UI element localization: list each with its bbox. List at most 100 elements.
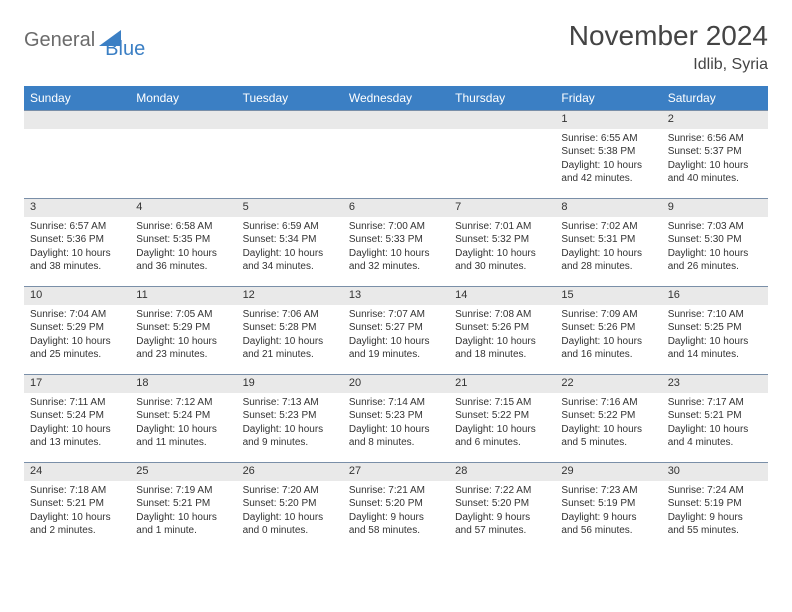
daylight-text: Daylight: 10 hours and 36 minutes. (136, 247, 230, 274)
day-number-cell: 21 (449, 375, 555, 393)
day-number-cell: 25 (130, 463, 236, 481)
daynum-row: 17181920212223 (24, 375, 768, 393)
daylight-text: Daylight: 10 hours and 38 minutes. (30, 247, 124, 274)
day-number-cell: 1 (555, 111, 661, 129)
day-content-cell: Sunrise: 6:58 AMSunset: 5:35 PMDaylight:… (130, 217, 236, 287)
daynum-row: 10111213141516 (24, 287, 768, 305)
day-content-cell: Sunrise: 7:08 AMSunset: 5:26 PMDaylight:… (449, 305, 555, 375)
day-content-cell: Sunrise: 7:10 AMSunset: 5:25 PMDaylight:… (662, 305, 768, 375)
daynum-row: 3456789 (24, 199, 768, 217)
sunrise-text: Sunrise: 7:08 AM (455, 308, 549, 322)
day-number-cell: 14 (449, 287, 555, 305)
sunset-text: Sunset: 5:19 PM (561, 497, 655, 511)
day-number-cell: 26 (237, 463, 343, 481)
day-content-cell: Sunrise: 7:17 AMSunset: 5:21 PMDaylight:… (662, 393, 768, 463)
sunrise-text: Sunrise: 7:03 AM (668, 220, 762, 234)
day-number-cell (237, 111, 343, 129)
content-row: Sunrise: 6:55 AMSunset: 5:38 PMDaylight:… (24, 129, 768, 199)
day-number-cell: 16 (662, 287, 768, 305)
sunset-text: Sunset: 5:38 PM (561, 145, 655, 159)
day-number-cell: 20 (343, 375, 449, 393)
day-content-cell: Sunrise: 7:04 AMSunset: 5:29 PMDaylight:… (24, 305, 130, 375)
sunset-text: Sunset: 5:36 PM (30, 233, 124, 247)
logo-text-general: General (24, 29, 95, 52)
daylight-text: Daylight: 10 hours and 25 minutes. (30, 335, 124, 362)
sunrise-text: Sunrise: 6:56 AM (668, 132, 762, 146)
sunrise-text: Sunrise: 7:20 AM (243, 484, 337, 498)
sunset-text: Sunset: 5:20 PM (455, 497, 549, 511)
day-header: Thursday (449, 86, 555, 111)
day-content-cell (237, 129, 343, 199)
sunrise-text: Sunrise: 7:22 AM (455, 484, 549, 498)
sunset-text: Sunset: 5:35 PM (136, 233, 230, 247)
day-number-cell: 3 (24, 199, 130, 217)
sunset-text: Sunset: 5:20 PM (349, 497, 443, 511)
location: Idlib, Syria (569, 56, 768, 74)
day-number-cell: 17 (24, 375, 130, 393)
day-content-cell: Sunrise: 7:24 AMSunset: 5:19 PMDaylight:… (662, 481, 768, 551)
sunset-text: Sunset: 5:23 PM (243, 409, 337, 423)
day-number-cell: 11 (130, 287, 236, 305)
calendar-body: 12Sunrise: 6:55 AMSunset: 5:38 PMDayligh… (24, 111, 768, 551)
sunrise-text: Sunrise: 7:12 AM (136, 396, 230, 410)
sunset-text: Sunset: 5:19 PM (668, 497, 762, 511)
daylight-text: Daylight: 10 hours and 40 minutes. (668, 159, 762, 186)
daylight-text: Daylight: 10 hours and 32 minutes. (349, 247, 443, 274)
day-header: Friday (555, 86, 661, 111)
sunset-text: Sunset: 5:25 PM (668, 321, 762, 335)
sunrise-text: Sunrise: 7:06 AM (243, 308, 337, 322)
month-title: November 2024 (569, 20, 768, 52)
daylight-text: Daylight: 10 hours and 34 minutes. (243, 247, 337, 274)
daylight-text: Daylight: 10 hours and 14 minutes. (668, 335, 762, 362)
daylight-text: Daylight: 10 hours and 4 minutes. (668, 423, 762, 450)
day-number-cell: 19 (237, 375, 343, 393)
daylight-text: Daylight: 10 hours and 13 minutes. (30, 423, 124, 450)
day-number-cell: 7 (449, 199, 555, 217)
day-number-cell: 5 (237, 199, 343, 217)
sunset-text: Sunset: 5:32 PM (455, 233, 549, 247)
day-number-cell: 30 (662, 463, 768, 481)
sunset-text: Sunset: 5:26 PM (455, 321, 549, 335)
content-row: Sunrise: 7:04 AMSunset: 5:29 PMDaylight:… (24, 305, 768, 375)
day-content-cell: Sunrise: 7:05 AMSunset: 5:29 PMDaylight:… (130, 305, 236, 375)
daynum-row: 24252627282930 (24, 463, 768, 481)
day-content-cell: Sunrise: 7:09 AMSunset: 5:26 PMDaylight:… (555, 305, 661, 375)
day-content-cell (130, 129, 236, 199)
sunset-text: Sunset: 5:37 PM (668, 145, 762, 159)
sunset-text: Sunset: 5:34 PM (243, 233, 337, 247)
day-number-cell: 4 (130, 199, 236, 217)
sunset-text: Sunset: 5:22 PM (455, 409, 549, 423)
day-number-cell (24, 111, 130, 129)
day-content-cell: Sunrise: 7:03 AMSunset: 5:30 PMDaylight:… (662, 217, 768, 287)
sunset-text: Sunset: 5:33 PM (349, 233, 443, 247)
day-number-cell (343, 111, 449, 129)
sunset-text: Sunset: 5:29 PM (30, 321, 124, 335)
day-content-cell: Sunrise: 7:19 AMSunset: 5:21 PMDaylight:… (130, 481, 236, 551)
daylight-text: Daylight: 10 hours and 18 minutes. (455, 335, 549, 362)
day-number-cell: 2 (662, 111, 768, 129)
sunset-text: Sunset: 5:24 PM (30, 409, 124, 423)
day-content-cell: Sunrise: 7:01 AMSunset: 5:32 PMDaylight:… (449, 217, 555, 287)
calendar-table: SundayMondayTuesdayWednesdayThursdayFrid… (24, 86, 768, 551)
day-content-cell: Sunrise: 7:00 AMSunset: 5:33 PMDaylight:… (343, 217, 449, 287)
day-number-cell: 13 (343, 287, 449, 305)
day-number-cell: 23 (662, 375, 768, 393)
sunrise-text: Sunrise: 6:59 AM (243, 220, 337, 234)
sunrise-text: Sunrise: 7:07 AM (349, 308, 443, 322)
sunset-text: Sunset: 5:27 PM (349, 321, 443, 335)
daylight-text: Daylight: 10 hours and 2 minutes. (30, 511, 124, 538)
daylight-text: Daylight: 10 hours and 11 minutes. (136, 423, 230, 450)
day-content-cell (24, 129, 130, 199)
sunset-text: Sunset: 5:29 PM (136, 321, 230, 335)
sunrise-text: Sunrise: 7:16 AM (561, 396, 655, 410)
day-content-cell (449, 129, 555, 199)
daylight-text: Daylight: 10 hours and 0 minutes. (243, 511, 337, 538)
sunset-text: Sunset: 5:31 PM (561, 233, 655, 247)
sunrise-text: Sunrise: 7:14 AM (349, 396, 443, 410)
daylight-text: Daylight: 9 hours and 58 minutes. (349, 511, 443, 538)
sunset-text: Sunset: 5:21 PM (668, 409, 762, 423)
sunrise-text: Sunrise: 7:00 AM (349, 220, 443, 234)
header: General Blue November 2024 Idlib, Syria (24, 20, 768, 74)
content-row: Sunrise: 7:11 AMSunset: 5:24 PMDaylight:… (24, 393, 768, 463)
day-content-cell: Sunrise: 7:07 AMSunset: 5:27 PMDaylight:… (343, 305, 449, 375)
